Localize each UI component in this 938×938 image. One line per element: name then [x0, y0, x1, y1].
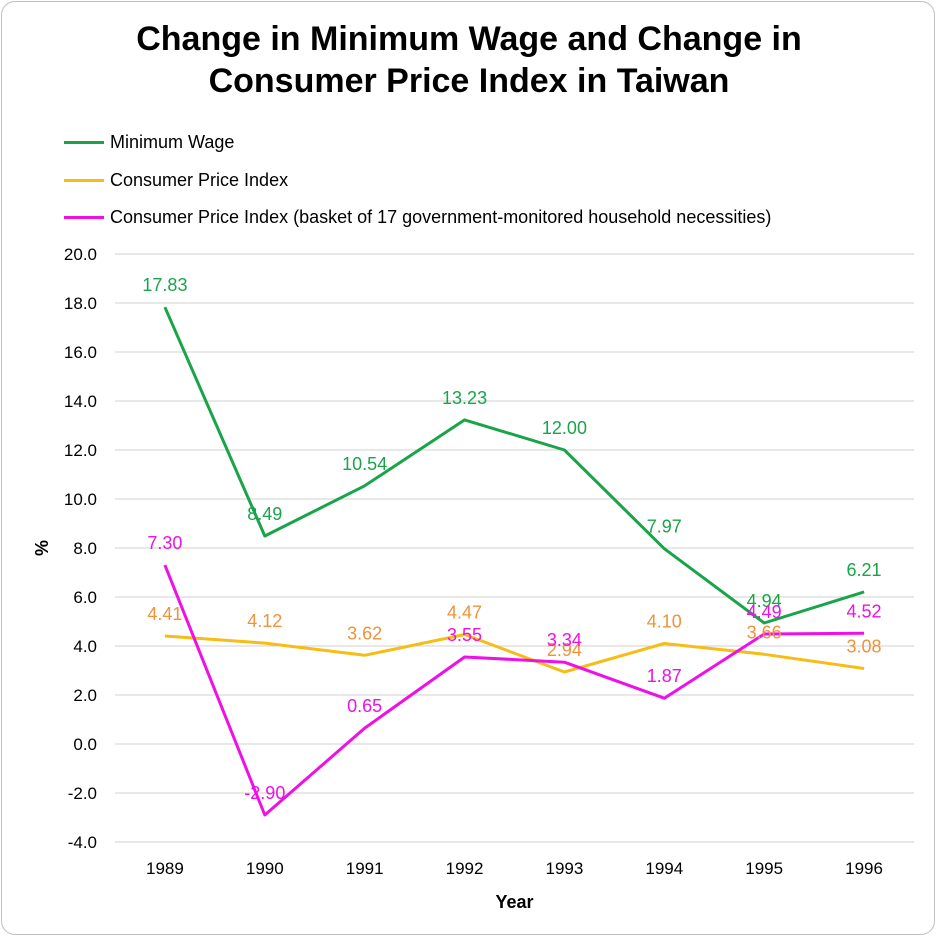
data-label-consumer-price-index: 3.62	[347, 623, 382, 643]
y-tick-label: 8.0	[73, 539, 97, 558]
chart-title-line-2: Consumer Price Index in Taiwan	[208, 62, 730, 100]
data-label-consumer-price-index: 4.41	[147, 604, 182, 624]
data-label-consumer-price-index-basket-of-17-government-monitored-household-necessities: -2.90	[244, 783, 285, 803]
data-label-consumer-price-index: 3.08	[847, 637, 882, 657]
y-tick-label: 2.0	[73, 686, 97, 705]
legend-label-cpi: Consumer Price Index	[110, 169, 289, 190]
data-label-consumer-price-index-basket-of-17-government-monitored-household-necessities: 4.52	[847, 601, 882, 621]
data-label-minimum-wage: 10.54	[342, 454, 387, 474]
y-tick-label: -2.0	[68, 784, 97, 803]
y-tick-label: 12.0	[64, 441, 97, 460]
x-tick-label: 1990	[246, 859, 284, 878]
legend-swatch-cpi	[64, 178, 104, 182]
x-tick-label: 1993	[546, 859, 584, 878]
x-tick-label: 1994	[645, 859, 683, 878]
x-axis-title: Year	[495, 892, 533, 912]
y-tick-label: 4.0	[73, 637, 97, 656]
data-label-consumer-price-index-basket-of-17-government-monitored-household-necessities: 1.87	[647, 666, 682, 686]
data-label-consumer-price-index: 2.94	[547, 640, 582, 660]
x-axis-ticks: 1989 1990 1991 1992 1993 1994 1995 1996	[146, 859, 883, 878]
legend-swatch-cpi-basket	[64, 216, 104, 220]
x-tick-label: 1996	[845, 859, 883, 878]
series-line-consumer-price-index	[164, 633, 865, 674]
y-tick-label: 6.0	[73, 588, 97, 607]
legend-item-cpi: Consumer Price Index	[64, 162, 771, 200]
y-tick-label: -4.0	[68, 833, 97, 852]
series-line-minimum-wage	[163, 306, 865, 625]
y-tick-label: 18.0	[64, 294, 97, 313]
y-axis-title: %	[32, 540, 52, 556]
data-label-consumer-price-index-basket-of-17-government-monitored-household-necessities: 0.65	[347, 696, 382, 716]
data-label-minimum-wage: 17.83	[142, 275, 187, 295]
x-tick-label: 1992	[446, 859, 484, 878]
data-label-minimum-wage: 7.97	[647, 517, 682, 537]
data-label-consumer-price-index-basket-of-17-government-monitored-household-necessities: 7.30	[147, 533, 182, 553]
data-label-consumer-price-index: 4.10	[647, 612, 682, 632]
legend-item-minimum-wage: Minimum Wage	[64, 124, 771, 162]
y-tick-label: 16.0	[64, 343, 97, 362]
x-tick-label: 1995	[745, 859, 783, 878]
data-label-minimum-wage: 13.23	[442, 388, 487, 408]
series-lines	[163, 306, 865, 817]
legend: Minimum Wage Consumer Price Index Consum…	[64, 124, 771, 237]
y-tick-label: 20.0	[64, 245, 97, 264]
data-label-consumer-price-index-basket-of-17-government-monitored-household-necessities: 3.55	[447, 625, 482, 645]
chart-title: Change in Minimum Wage and Change in Con…	[0, 18, 938, 102]
data-label-minimum-wage: 6.21	[847, 560, 882, 580]
data-label-consumer-price-index-basket-of-17-government-monitored-household-necessities: 3.34	[547, 630, 582, 650]
legend-item-cpi-basket: Consumer Price Index (basket of 17 gover…	[64, 199, 771, 237]
data-label-consumer-price-index: 4.47	[447, 602, 482, 622]
data-label-consumer-price-index: 3.66	[747, 622, 782, 642]
legend-label-minimum-wage: Minimum Wage	[110, 132, 235, 153]
x-tick-label: 1991	[346, 859, 384, 878]
data-label-consumer-price-index-basket-of-17-government-monitored-household-necessities: 4.49	[747, 602, 782, 622]
data-label-minimum-wage: 12.00	[542, 418, 587, 438]
y-axis-ticks: -4.0 -2.0 0.0 2.0 4.0 6.0 8.0 10.0 12.0 14.0 16.0 1…	[64, 245, 97, 852]
y-tick-label: 10.0	[64, 490, 97, 509]
legend-swatch-minimum-wage	[64, 141, 104, 145]
y-tick-label: 14.0	[64, 392, 97, 411]
data-labels: 17.83 8.49 10.54 13.23 12.00 7.97 4.94 6.21 4.41…	[142, 275, 881, 803]
chart-title-line-1: Change in Minimum Wage and Change in	[136, 20, 802, 58]
y-tick-label: 0.0	[73, 735, 97, 754]
gridlines	[115, 253, 914, 843]
data-label-consumer-price-index: 4.12	[247, 611, 282, 631]
data-label-minimum-wage: 8.49	[247, 504, 282, 524]
x-tick-label: 1989	[146, 859, 184, 878]
series-line-consumer-price-index-basket-of-17-government-monitored-household-necessities	[163, 564, 865, 817]
data-label-minimum-wage: 4.94	[747, 591, 782, 611]
legend-label-cpi-basket: Consumer Price Index (basket of 17 gover…	[110, 207, 772, 228]
